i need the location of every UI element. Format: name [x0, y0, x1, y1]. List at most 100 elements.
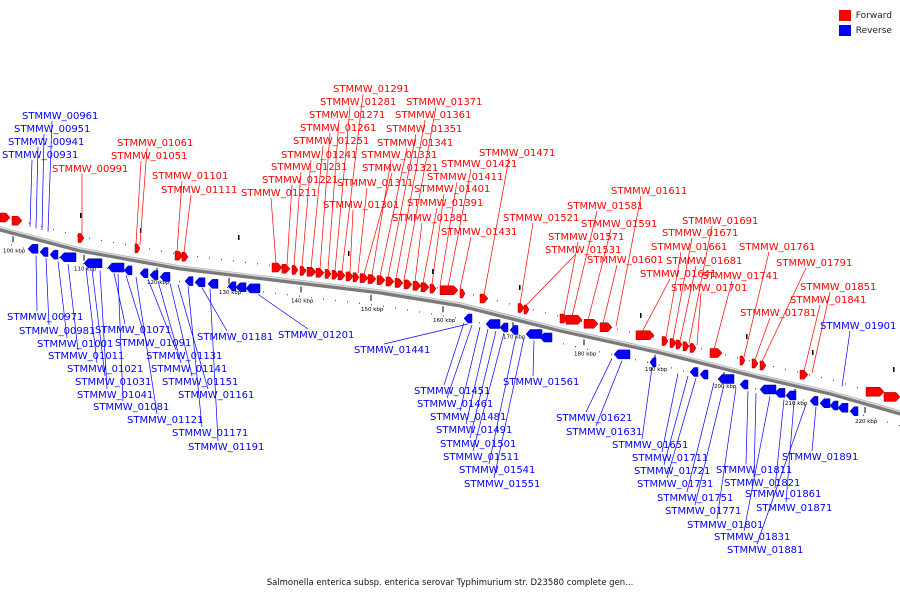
label-leader-line — [743, 396, 771, 532]
reverse-gene-arrow — [139, 268, 149, 279]
label-leader-line — [387, 133, 417, 278]
tick-label: 210 kbp — [785, 401, 808, 407]
label-leader-line — [465, 328, 489, 425]
label-leader-line — [85, 268, 98, 364]
forward-gene-arrow — [799, 369, 809, 380]
genome-backbone — [0, 226, 900, 416]
gene-label: STMMW_01331 — [361, 150, 437, 161]
minor-tick — [599, 351, 600, 353]
minor-tick — [785, 368, 786, 370]
minor-tick — [473, 294, 474, 296]
label-leader-line — [125, 275, 146, 338]
gene-label: STMMW_01731 — [637, 479, 713, 490]
label-leader-line — [349, 209, 354, 273]
label-leader-line — [761, 267, 807, 362]
minor-tick — [533, 309, 534, 311]
minor-tick — [773, 365, 774, 368]
minor-tick — [671, 367, 672, 369]
minor-tick — [59, 256, 60, 259]
minor-tick — [701, 348, 702, 350]
gene-label: STMMW_01791 — [776, 258, 852, 269]
forward-gene-arrow — [367, 274, 377, 284]
forward-gene-arrow — [459, 288, 466, 299]
reverse-gene-arrow — [785, 390, 797, 401]
gene-label: STMMW_01591 — [581, 219, 657, 230]
reverse-gene-arrow — [819, 398, 831, 408]
minor-tick — [581, 320, 582, 322]
minor-tick — [737, 357, 738, 359]
gene-label: STMMW_01571 — [548, 232, 624, 243]
gene-label: STMMW_01651 — [612, 440, 688, 451]
forward-gene-arrow — [299, 266, 307, 276]
minor-tick — [221, 258, 222, 261]
label-leader-line — [371, 159, 392, 276]
label-leader-line — [443, 322, 465, 386]
reverse-gene-arrow — [829, 400, 839, 411]
gene-label: STMMW_01461 — [417, 399, 493, 410]
forward-gene-arrow — [181, 251, 189, 262]
gene-label: STMMW_01421 — [441, 159, 517, 170]
minor-tick — [245, 261, 246, 263]
gene-label: STMMW_01001 — [37, 339, 113, 350]
minor-tick — [725, 354, 726, 356]
minor-tick — [455, 317, 456, 319]
label-leader-line — [488, 335, 517, 465]
misc-feature-mark — [519, 285, 521, 290]
tick-label: 130 kbp — [219, 290, 242, 296]
gene-label: STMMW_01901 — [820, 321, 896, 332]
minor-tick — [557, 315, 558, 317]
minor-tick — [431, 313, 432, 315]
label-leader-line — [319, 132, 331, 269]
forward-gene-arrow — [865, 387, 885, 397]
label-leader-line — [431, 193, 445, 285]
gene-label: STMMW_01781 — [740, 308, 816, 319]
minor-tick — [311, 297, 312, 299]
label-leader-line — [743, 251, 770, 358]
forward-gene-arrow — [439, 285, 459, 295]
gene-label: STMMW_01641 — [640, 269, 716, 280]
reverse-gene-arrow — [525, 329, 543, 339]
label-leader-line — [57, 261, 68, 339]
label-leader-line — [35, 146, 39, 229]
minor-tick — [659, 364, 660, 366]
label-leader-line — [745, 390, 749, 465]
gene-label: STMMW_01631 — [566, 427, 642, 438]
label-leader-line — [414, 222, 423, 282]
label-leader-line — [811, 406, 817, 452]
reverse-gene-arrow — [123, 265, 133, 276]
gene-label: STMMW_01861 — [745, 489, 821, 500]
label-leader-line — [483, 157, 510, 296]
gene-label: STMMW_01311 — [337, 178, 413, 189]
minor-tick — [749, 360, 750, 362]
label-leader-line — [753, 392, 757, 478]
forward-gene-arrow — [420, 282, 430, 292]
forward-gene-arrow — [403, 279, 413, 290]
label-leader-line — [422, 207, 438, 284]
gene-label: STMMW_01581 — [567, 201, 643, 212]
gene-label: STMMW_01751 — [657, 493, 733, 504]
label-leader-line — [694, 384, 725, 506]
label-leader-line — [310, 145, 324, 268]
minor-tick — [149, 248, 150, 250]
gene-label: STMMW_01471 — [479, 148, 555, 159]
minor-tick — [233, 260, 234, 262]
label-leader-line — [29, 159, 33, 227]
gene-label: STMMW_01561 — [503, 377, 579, 388]
legend-forward-label: Forward — [855, 10, 892, 21]
label-leader-line — [176, 180, 183, 252]
tick-label: 160 kbp — [433, 318, 456, 324]
gene-label: STMMW_01121 — [127, 415, 203, 426]
misc-feature-mark — [640, 313, 642, 318]
gene-label: STMMW_01821 — [724, 478, 800, 489]
minor-tick — [563, 343, 564, 345]
label-leader-line — [270, 197, 277, 264]
label-leader-line — [157, 280, 182, 364]
forward-gene-arrow — [174, 250, 184, 261]
gene-label: STMMW_00971 — [7, 312, 83, 323]
minor-tick — [107, 267, 108, 269]
minor-tick — [209, 257, 210, 259]
gene-label: STMMW_00981 — [19, 326, 95, 337]
tick-label: 200 kbp — [714, 384, 737, 390]
gene-label: STMMW_01661 — [651, 242, 727, 253]
